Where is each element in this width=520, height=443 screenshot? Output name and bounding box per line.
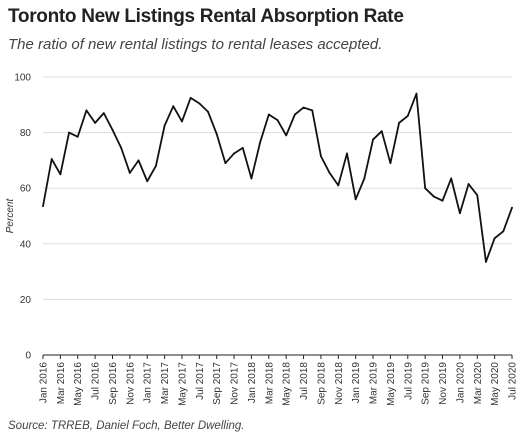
x-tick-label: Mar 2019 <box>369 362 380 405</box>
data-point <box>346 152 348 155</box>
chart-subtitle: The ratio of new rental listings to rent… <box>8 36 383 53</box>
x-tick-label: May 2017 <box>177 362 188 406</box>
data-point <box>102 112 105 115</box>
x-tick-label: Sep 2017 <box>212 362 223 405</box>
x-tick-label: Jul 2018 <box>299 362 310 400</box>
x-tick-label: May 2020 <box>490 362 501 406</box>
x-tick-label: May 2019 <box>386 362 397 406</box>
data-point <box>198 102 201 105</box>
data-point <box>406 115 409 117</box>
data-point <box>181 120 183 123</box>
data-point <box>50 158 53 160</box>
x-tick-label: Jan 2017 <box>143 362 154 404</box>
x-tick-label: Mar 2016 <box>56 362 67 405</box>
data-point <box>189 96 192 99</box>
y-tick-label: 0 <box>25 351 31 362</box>
data-point <box>250 177 253 180</box>
x-tick-label: Jan 2016 <box>39 362 50 404</box>
data-point <box>163 124 166 127</box>
data-point <box>424 187 427 190</box>
data-point <box>450 177 453 180</box>
data-point <box>285 134 288 137</box>
y-tick-label: 100 <box>14 73 31 84</box>
data-point <box>511 206 513 209</box>
data-point <box>467 183 470 185</box>
x-tick-label: Mar 2020 <box>473 362 484 405</box>
series-line <box>42 92 513 263</box>
gridlines <box>43 76 512 300</box>
data-point <box>172 105 175 108</box>
data-point <box>363 177 366 180</box>
x-tick-label: Jul 2020 <box>508 362 519 400</box>
data-point <box>207 110 209 113</box>
line-chart: 0 20 40 60 80 100 Percent Jan 2016 Mar 2016 May… <box>5 73 519 406</box>
x-tick-label: Mar 2017 <box>160 362 171 405</box>
data-point <box>76 135 79 138</box>
x-tick-label: Nov 2018 <box>334 362 345 405</box>
source-note: Source: TRREB, Daniel Foch, Better Dwell… <box>8 420 245 432</box>
data-point <box>42 205 44 208</box>
y-axis-ticks: 0 20 40 60 80 100 <box>14 73 31 362</box>
data-point <box>320 155 322 158</box>
data-point <box>398 121 400 124</box>
x-tick-label: Sep 2016 <box>108 362 119 405</box>
data-point <box>233 152 235 155</box>
data-point <box>68 131 70 134</box>
data-point <box>415 92 418 95</box>
x-tick-label: Mar 2018 <box>264 362 275 405</box>
data-point <box>458 212 461 215</box>
data-point <box>441 199 444 202</box>
data-point <box>120 146 123 149</box>
data-point <box>302 106 305 109</box>
data-point <box>476 194 479 197</box>
data-point <box>59 173 62 176</box>
x-tick-label: Nov 2017 <box>230 362 241 405</box>
x-tick-label: Jul 2017 <box>195 362 206 400</box>
data-point <box>380 130 383 133</box>
data-point <box>259 141 262 144</box>
y-tick-label: 80 <box>20 128 32 139</box>
y-tick-label: 20 <box>20 295 32 306</box>
y-tick-label: 40 <box>20 239 32 250</box>
x-tick-label: Jan 2020 <box>455 362 466 404</box>
x-tick-label: May 2016 <box>73 362 84 406</box>
x-tick-label: May 2018 <box>282 362 293 406</box>
data-point <box>372 138 374 141</box>
data-point <box>215 133 218 135</box>
x-tick-label: Sep 2018 <box>316 362 327 405</box>
x-axis-ticks: Jan 2016 Mar 2016 May 2016 Jul 2016 Sep 2016… <box>39 355 519 406</box>
data-point <box>311 109 314 112</box>
x-tick-label: Jul 2016 <box>91 362 102 400</box>
x-tick-label: Jan 2018 <box>247 362 258 404</box>
data-point <box>493 237 496 240</box>
data-points <box>42 92 513 263</box>
data-point <box>94 121 97 124</box>
data-point <box>128 172 131 174</box>
chart-title: Toronto New Listings Rental Absorption R… <box>8 6 404 27</box>
data-point <box>276 119 279 121</box>
data-point <box>485 260 487 263</box>
data-point <box>224 162 227 165</box>
data-point <box>432 195 435 198</box>
data-point <box>337 184 340 187</box>
data-point <box>293 113 296 116</box>
data-point <box>137 159 140 162</box>
x-tick-label: Jul 2019 <box>403 362 414 400</box>
x-tick-label: Sep 2019 <box>421 362 432 405</box>
data-point <box>111 128 114 131</box>
data-point <box>85 109 88 112</box>
data-point <box>502 230 505 233</box>
x-tick-label: Jan 2019 <box>351 362 362 404</box>
data-point <box>155 165 157 167</box>
data-point <box>241 146 244 149</box>
x-tick-label: Nov 2019 <box>438 362 449 405</box>
x-tick-label: Nov 2016 <box>125 362 136 405</box>
data-point <box>354 198 357 201</box>
data-point <box>146 180 149 183</box>
data-point <box>389 162 392 165</box>
y-axis-label: Percent <box>5 198 16 234</box>
data-point <box>267 113 270 116</box>
y-tick-label: 60 <box>20 184 32 195</box>
data-point <box>328 172 331 174</box>
